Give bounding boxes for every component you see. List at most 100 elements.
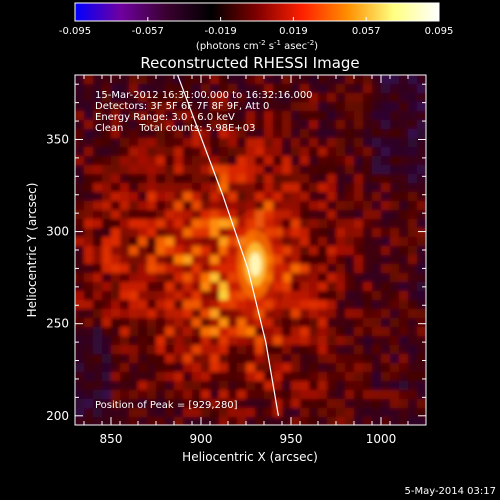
heatmap-cell bbox=[363, 165, 373, 175]
heatmap-cell bbox=[318, 318, 328, 328]
heatmap-cell bbox=[309, 417, 319, 425]
heatmap-cell bbox=[381, 255, 391, 265]
heatmap-cell bbox=[363, 93, 373, 103]
heatmap-cell bbox=[138, 210, 148, 220]
heatmap-cell bbox=[291, 399, 301, 409]
heatmap-cell bbox=[210, 237, 220, 247]
heatmap-cell bbox=[201, 84, 211, 94]
heatmap-cell bbox=[120, 309, 130, 319]
heatmap-cell bbox=[201, 282, 211, 292]
heatmap-cell bbox=[183, 129, 193, 139]
heatmap-cell bbox=[138, 138, 148, 148]
heatmap-cell bbox=[102, 93, 112, 103]
heatmap-cell bbox=[282, 282, 292, 292]
heatmap-cell bbox=[129, 210, 139, 220]
heatmap-cell bbox=[399, 372, 409, 382]
heatmap-cell bbox=[147, 147, 157, 157]
heatmap-cell bbox=[129, 156, 139, 166]
heatmap-cell bbox=[174, 192, 184, 202]
heatmap-cell bbox=[201, 192, 211, 202]
heatmap-cell bbox=[300, 345, 310, 355]
heatmap-cell bbox=[390, 165, 400, 175]
heatmap-cell bbox=[354, 174, 364, 184]
heatmap-cell bbox=[372, 408, 382, 418]
heatmap-cell bbox=[372, 192, 382, 202]
heatmap-cell bbox=[291, 336, 301, 346]
heatmap-cell bbox=[75, 309, 85, 319]
heatmap-cell bbox=[84, 390, 94, 400]
heatmap-cell bbox=[255, 93, 265, 103]
heatmap-cell bbox=[282, 372, 292, 382]
heatmap-cell bbox=[426, 273, 436, 283]
heatmap-cell bbox=[165, 219, 175, 229]
heatmap-cell bbox=[282, 147, 292, 157]
heatmap-cell bbox=[174, 237, 184, 247]
heatmap-cell bbox=[129, 327, 139, 337]
heatmap-cell bbox=[264, 345, 274, 355]
heatmap-cell bbox=[390, 309, 400, 319]
heatmap-cell bbox=[336, 93, 346, 103]
heatmap-cell bbox=[246, 147, 256, 157]
heatmap-cell bbox=[363, 363, 373, 373]
heatmap-cell bbox=[318, 84, 328, 94]
heatmap-cell bbox=[390, 336, 400, 346]
heatmap-cell bbox=[237, 390, 247, 400]
heatmap-cell bbox=[426, 318, 436, 328]
heatmap-cell bbox=[192, 111, 202, 121]
heatmap-cell bbox=[75, 255, 85, 265]
heatmap-cell bbox=[372, 417, 382, 425]
heatmap-cell bbox=[309, 237, 319, 247]
heatmap-cell bbox=[228, 354, 238, 364]
heatmap-cell bbox=[327, 363, 337, 373]
heatmap-cell bbox=[354, 300, 364, 310]
heatmap-cell bbox=[174, 291, 184, 301]
heatmap-cell bbox=[183, 165, 193, 175]
heatmap-cell bbox=[93, 102, 103, 112]
heatmap-cell bbox=[255, 183, 265, 193]
heatmap-cell bbox=[264, 426, 274, 436]
heatmap-cell bbox=[84, 363, 94, 373]
heatmap-cell bbox=[183, 363, 193, 373]
heatmap-cell bbox=[147, 129, 157, 139]
heatmap-cell bbox=[318, 417, 328, 425]
heatmap-cell bbox=[282, 264, 292, 274]
heatmap-cell bbox=[138, 201, 148, 211]
heatmap-cell bbox=[237, 111, 247, 121]
heatmap-cell bbox=[84, 246, 94, 256]
heatmap-cell bbox=[354, 399, 364, 409]
heatmap-cell bbox=[282, 408, 292, 418]
heatmap-cell bbox=[174, 264, 184, 274]
heatmap-cell bbox=[408, 300, 418, 310]
heatmap-cell bbox=[417, 84, 426, 94]
heatmap-cell bbox=[201, 390, 211, 400]
heatmap-cell bbox=[120, 111, 130, 121]
heatmap-cell bbox=[183, 75, 193, 85]
heatmap-cell bbox=[345, 336, 355, 346]
heatmap-cell bbox=[165, 246, 175, 256]
colorbar-tick-label: 0.019 bbox=[279, 26, 308, 37]
heatmap-cell bbox=[372, 111, 382, 121]
heatmap-cell bbox=[291, 264, 301, 274]
heatmap-image bbox=[75, 75, 436, 436]
heatmap-cell bbox=[165, 156, 175, 166]
heatmap-cell bbox=[363, 237, 373, 247]
heatmap-cell bbox=[210, 372, 220, 382]
heatmap-cell bbox=[75, 336, 85, 346]
heatmap-cell bbox=[138, 255, 148, 265]
heatmap-cell bbox=[120, 237, 130, 247]
heatmap-cell bbox=[192, 228, 202, 238]
heatmap-cell bbox=[273, 336, 283, 346]
heatmap-cell bbox=[408, 417, 418, 425]
heatmap-cell bbox=[390, 255, 400, 265]
heatmap-cell bbox=[201, 381, 211, 391]
x-tick-label: 1000 bbox=[366, 432, 397, 446]
heatmap-cell bbox=[345, 165, 355, 175]
heatmap-cell bbox=[210, 93, 220, 103]
heatmap-cell bbox=[309, 408, 319, 418]
heatmap-cell bbox=[156, 291, 166, 301]
heatmap-cell bbox=[417, 192, 426, 202]
heatmap-cell bbox=[183, 390, 193, 400]
heatmap-cell bbox=[282, 228, 292, 238]
heatmap-cell bbox=[372, 165, 382, 175]
